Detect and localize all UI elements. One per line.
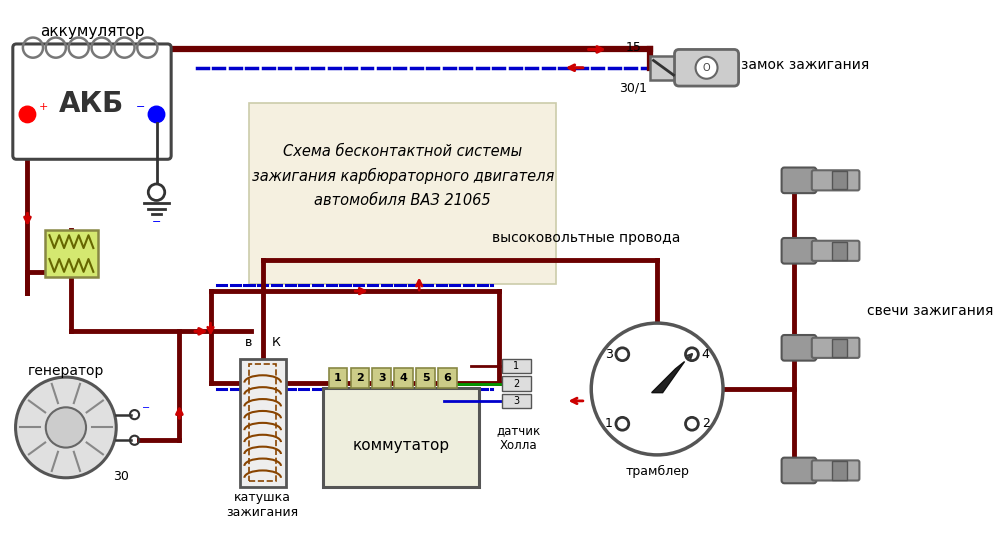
Text: коммутатор: коммутатор (352, 438, 449, 453)
Text: трамблер: трамблер (625, 465, 689, 478)
Text: 30: 30 (113, 470, 129, 483)
Text: 2: 2 (356, 373, 363, 383)
Text: O: O (703, 63, 711, 72)
Circle shape (696, 57, 718, 79)
Circle shape (46, 407, 86, 447)
FancyBboxPatch shape (249, 103, 556, 283)
Text: 6: 6 (443, 373, 451, 383)
Text: 3: 3 (513, 396, 519, 406)
Text: 15: 15 (626, 41, 642, 54)
Text: К: К (272, 336, 280, 349)
Text: −: − (136, 102, 146, 112)
Circle shape (616, 417, 629, 430)
Text: 3: 3 (378, 373, 385, 383)
Text: 2: 2 (513, 379, 519, 388)
Bar (328, 368, 347, 388)
Bar (249, 364, 276, 481)
Text: в: в (246, 336, 252, 349)
Circle shape (616, 348, 629, 361)
FancyBboxPatch shape (45, 230, 98, 278)
FancyBboxPatch shape (781, 238, 816, 263)
Text: 4: 4 (399, 373, 407, 383)
Text: катушка
зажигания: катушка зажигания (227, 491, 298, 519)
Bar (394, 368, 413, 388)
Text: Схема бесконтактной системы
зажигания карбюраторного двигателя
автомобиля ВАЗ 21: Схема бесконтактной системы зажигания ка… (251, 144, 554, 208)
Text: высоковольтные провода: высоковольтные провода (492, 231, 680, 245)
FancyBboxPatch shape (781, 458, 816, 483)
Bar (416, 368, 435, 388)
Bar (650, 56, 681, 80)
Text: датчик
Холла: датчик Холла (496, 425, 540, 452)
FancyBboxPatch shape (811, 241, 859, 261)
FancyBboxPatch shape (13, 44, 171, 159)
Circle shape (591, 323, 723, 455)
Bar (502, 376, 531, 391)
Circle shape (686, 417, 699, 430)
Circle shape (16, 377, 116, 478)
Bar (240, 359, 285, 487)
Circle shape (149, 106, 165, 123)
FancyBboxPatch shape (675, 49, 739, 86)
FancyBboxPatch shape (811, 170, 859, 190)
Text: 1: 1 (513, 361, 519, 371)
Text: АКБ: АКБ (59, 90, 125, 118)
FancyBboxPatch shape (811, 338, 859, 358)
Text: свечи зажигания: свечи зажигания (866, 304, 993, 318)
FancyBboxPatch shape (323, 388, 479, 487)
Text: 2: 2 (702, 417, 710, 430)
Bar (832, 461, 846, 480)
Text: аккумулятор: аккумулятор (40, 24, 145, 38)
Bar (832, 171, 846, 189)
Text: 30/1: 30/1 (620, 81, 648, 94)
FancyBboxPatch shape (781, 335, 816, 361)
Text: 5: 5 (422, 373, 429, 383)
Bar (438, 368, 457, 388)
Text: замок зажигания: замок зажигания (742, 58, 869, 72)
Polygon shape (652, 361, 685, 393)
Bar (372, 368, 391, 388)
Text: +: + (39, 102, 48, 112)
Bar (832, 242, 846, 260)
FancyBboxPatch shape (811, 460, 859, 480)
Text: генератор: генератор (28, 364, 104, 378)
Text: −: − (152, 216, 162, 227)
Text: 3: 3 (605, 348, 613, 361)
Bar (832, 339, 846, 357)
Text: 4: 4 (702, 348, 710, 361)
Text: −: − (142, 403, 150, 413)
Circle shape (686, 348, 699, 361)
Bar (502, 359, 531, 373)
Text: 1: 1 (605, 417, 613, 430)
Bar (502, 394, 531, 408)
FancyBboxPatch shape (781, 168, 816, 193)
Circle shape (19, 106, 36, 123)
Bar (350, 368, 369, 388)
Text: 1: 1 (334, 373, 341, 383)
